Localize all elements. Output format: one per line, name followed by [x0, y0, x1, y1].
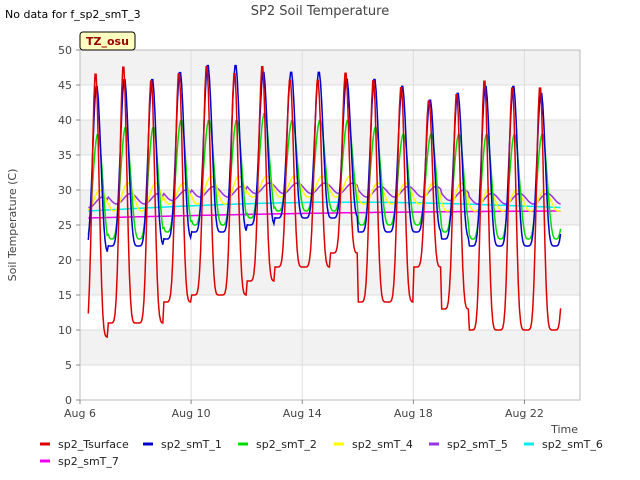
legend: sp2_Tsurface sp2_smT_1 sp2_smT_2 sp2_smT_4 s… — [40, 438, 603, 468]
x-tick-label: Aug 10 — [172, 407, 211, 420]
series-lines — [87, 64, 562, 339]
no-data-message: No data for f_sp2_smT_3 — [5, 8, 141, 21]
x-tick-label: Aug 22 — [505, 407, 544, 420]
series-line-sp2-smT-7 — [88, 210, 561, 219]
y-tick-label: 30 — [58, 184, 72, 197]
y-tick-label: 0 — [65, 394, 72, 407]
tz-badge: TZ_osu — [79, 31, 136, 51]
y-axis-title: Soil Temperature (C) — [6, 169, 19, 282]
legend-label: sp2_smT_2 — [256, 438, 317, 451]
y-tick-label: 25 — [58, 219, 72, 232]
legend-label: sp2_smT_1 — [161, 438, 222, 451]
background-band — [80, 330, 580, 365]
x-tick-label: Aug 18 — [394, 407, 433, 420]
tz-badge-label: TZ_osu — [86, 35, 129, 48]
series-line-sp2-smT-6 — [88, 201, 561, 212]
series-line-sp2-Tsurface — [87, 65, 562, 339]
x-tick-label: Aug 6 — [64, 407, 96, 420]
y-tick-label: 20 — [58, 254, 72, 267]
background-band — [80, 120, 580, 155]
x-axis: Aug 6 Aug 10 Aug 14 Aug 18 Aug 22 — [64, 400, 544, 420]
legend-label: sp2_smT_5 — [447, 438, 508, 451]
x-axis-title: Time — [550, 423, 578, 436]
chart-title: SP2 Soil Temperature — [251, 4, 389, 19]
y-tick-label: 10 — [58, 324, 72, 337]
y-tick-label: 40 — [58, 114, 72, 127]
x-tick-label: Aug 14 — [283, 407, 322, 420]
legend-label: sp2_Tsurface — [58, 438, 129, 451]
legend-label: sp2_smT_4 — [352, 438, 413, 451]
y-tick-label: 5 — [65, 359, 72, 372]
legend-label: sp2_smT_7 — [58, 455, 119, 468]
background-band — [80, 50, 580, 85]
y-tick-label: 35 — [58, 149, 72, 162]
y-axis: 0 5 10 15 20 25 30 35 40 45 50 — [58, 44, 80, 407]
tz-badge-box — [79, 31, 136, 51]
y-tick-label: 45 — [58, 79, 72, 92]
legend-label: sp2_smT_6 — [542, 438, 603, 451]
y-tick-label: 15 — [58, 289, 72, 302]
y-tick-label: 50 — [58, 44, 72, 57]
